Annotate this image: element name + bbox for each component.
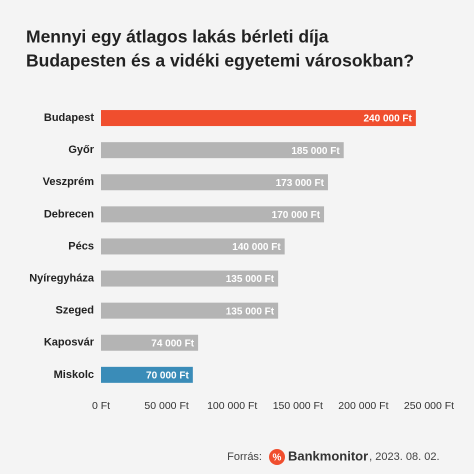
x-tick-label: 200 000 Ft bbox=[338, 400, 388, 412]
category-label: Pécs bbox=[68, 240, 94, 252]
x-tick-label: 100 000 Ft bbox=[207, 400, 257, 412]
value-label: 170 000 Ft bbox=[272, 210, 321, 221]
x-tick-label: 250 000 Ft bbox=[404, 400, 454, 412]
logo-icon bbox=[269, 449, 285, 465]
bar bbox=[101, 334, 199, 351]
value-label: 135 000 Ft bbox=[226, 274, 275, 285]
category-label: Szeged bbox=[55, 305, 94, 317]
value-label: 185 000 Ft bbox=[291, 146, 340, 157]
bar bbox=[101, 110, 416, 127]
chart-title: Budapesten és a vidéki egyetemi városokb… bbox=[26, 51, 414, 71]
category-label: Veszprém bbox=[43, 176, 95, 188]
bar bbox=[101, 174, 328, 191]
source-name: Bankmonitor bbox=[288, 448, 368, 463]
category-label: Debrecen bbox=[44, 208, 94, 220]
bar bbox=[101, 302, 279, 319]
value-label: 70 000 Ft bbox=[146, 370, 189, 381]
value-label: 240 000 Ft bbox=[364, 114, 413, 125]
logo-glyph: % bbox=[273, 453, 282, 464]
value-label: 140 000 Ft bbox=[232, 242, 281, 253]
value-label: 173 000 Ft bbox=[276, 178, 325, 189]
source-date: , 2023. 08. 02. bbox=[369, 451, 439, 463]
category-label: Miskolc bbox=[54, 369, 94, 381]
value-label: 74 000 Ft bbox=[151, 338, 194, 349]
bar bbox=[101, 238, 285, 255]
x-tick-label: 50 000 Ft bbox=[144, 400, 188, 412]
bar bbox=[101, 206, 325, 223]
category-label: Nyíregyháza bbox=[29, 272, 95, 284]
bar bbox=[101, 142, 344, 159]
value-label: 135 000 Ft bbox=[226, 306, 275, 317]
source-label: Forrás: bbox=[227, 451, 262, 463]
category-label: Győr bbox=[68, 144, 94, 156]
x-tick-label: 150 000 Ft bbox=[273, 400, 323, 412]
chart-title: Mennyi egy átlagos lakás bérleti díja bbox=[26, 27, 329, 47]
category-label: Kaposvár bbox=[44, 337, 95, 349]
bar bbox=[101, 270, 279, 287]
category-label: Budapest bbox=[44, 112, 94, 124]
bar bbox=[101, 366, 193, 383]
x-tick-label: 0 Ft bbox=[92, 400, 110, 412]
